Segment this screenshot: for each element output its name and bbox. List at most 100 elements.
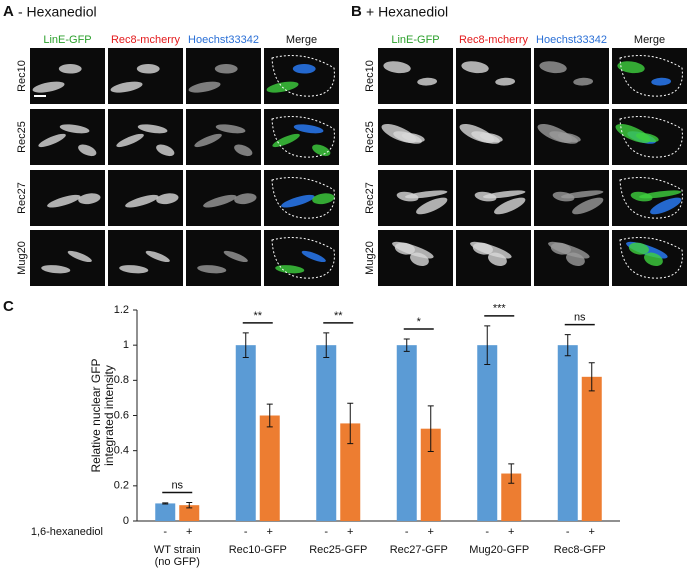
cell-signal xyxy=(59,124,90,134)
column-header: Rec8-mcherry xyxy=(111,34,181,46)
cell-signal xyxy=(137,124,168,134)
error-bar xyxy=(403,338,410,352)
cell-signal xyxy=(234,144,253,157)
bar xyxy=(581,376,602,521)
cell-signal xyxy=(197,265,227,274)
column-header: Merge xyxy=(634,34,665,46)
cell-signal xyxy=(194,133,222,148)
cell-signal xyxy=(281,194,315,208)
cell-signal xyxy=(494,197,526,215)
cell-signal xyxy=(275,265,305,274)
series-label: - xyxy=(566,526,570,538)
cell-signal xyxy=(560,190,604,199)
cell-signal xyxy=(383,61,411,74)
significance-label: *** xyxy=(493,303,507,315)
row-label: Rec25 xyxy=(16,121,28,153)
series-label: - xyxy=(324,526,328,538)
y-tick-label: 0.8 xyxy=(114,374,129,386)
row-label: Rec10 xyxy=(16,60,28,92)
cell-signal xyxy=(215,124,246,134)
y-tick-label: 1 xyxy=(123,339,129,351)
cell-signal xyxy=(472,242,493,255)
cell-signal xyxy=(38,133,66,148)
cell-signal xyxy=(617,61,645,74)
bar xyxy=(235,345,256,521)
cell-signal xyxy=(125,194,159,208)
row-label: Mug20 xyxy=(16,241,28,275)
cell-signal xyxy=(615,123,651,143)
cell-signal xyxy=(214,63,238,74)
micrograph xyxy=(30,230,105,286)
error-bar xyxy=(186,502,193,509)
cell-outline xyxy=(619,55,683,97)
error-bar xyxy=(266,403,273,428)
y-tick-label: 0.6 xyxy=(114,409,129,421)
bar xyxy=(340,423,361,521)
bar xyxy=(259,415,280,521)
significance-label: ** xyxy=(253,310,262,322)
cell-signal xyxy=(223,250,248,263)
error-bar xyxy=(323,332,330,358)
micrograph xyxy=(108,48,183,104)
row-label: Mug20 xyxy=(364,241,376,275)
cell-signal xyxy=(156,144,175,157)
series-label: - xyxy=(244,526,248,538)
micrograph xyxy=(186,109,261,165)
column-header: Hoechst33342 xyxy=(188,34,259,46)
error-bar xyxy=(508,463,515,484)
micrograph xyxy=(186,48,261,104)
cell-signal xyxy=(41,265,71,274)
series-label: + xyxy=(508,526,514,538)
significance-label: * xyxy=(417,316,422,328)
column-header: LinE-GFP xyxy=(43,34,91,46)
cell-signal xyxy=(394,242,415,255)
x-tick-label: WT strain xyxy=(154,544,201,556)
cell-signal xyxy=(312,193,335,205)
cell-signal xyxy=(495,77,516,86)
cell-signal xyxy=(628,242,649,255)
micrograph xyxy=(186,230,261,286)
cell-outline xyxy=(619,237,683,279)
cell-signal xyxy=(537,123,573,143)
bar xyxy=(477,345,498,521)
cell-outline xyxy=(271,237,335,279)
significance-label: ns xyxy=(171,479,183,491)
error-bar xyxy=(162,502,169,505)
cell-outline xyxy=(271,55,335,97)
micrograph xyxy=(30,109,105,165)
y-tick-label: 0.4 xyxy=(114,445,129,457)
cell-signal xyxy=(381,123,417,143)
error-bar xyxy=(564,334,571,357)
cell-signal xyxy=(459,123,495,143)
series-label: + xyxy=(347,526,353,538)
row-label: Rec27 xyxy=(16,182,28,214)
series-label: - xyxy=(485,526,489,538)
cell-signal xyxy=(293,124,324,134)
error-bar xyxy=(588,362,595,392)
series-label: + xyxy=(589,526,595,538)
x-row-label: 1,6-hexanediol xyxy=(31,526,103,538)
column-header: Rec8-mcherry xyxy=(459,34,529,46)
y-axis-label: integrated intensity xyxy=(102,365,116,466)
column-header: Merge xyxy=(286,34,317,46)
micrograph xyxy=(534,48,609,104)
x-tick-label: Rec8-GFP xyxy=(554,544,606,556)
micrograph xyxy=(108,109,183,165)
y-tick-label: 0.2 xyxy=(114,480,129,492)
bar xyxy=(155,503,176,521)
cell-signal xyxy=(404,190,448,199)
bar xyxy=(179,505,200,521)
series-label: + xyxy=(428,526,434,538)
panel-title: + Hexanediol xyxy=(366,4,448,20)
cell-signal xyxy=(136,63,160,74)
micrograph xyxy=(30,48,105,104)
x-tick-label: Rec25-GFP xyxy=(309,544,367,556)
series-label: - xyxy=(163,526,167,538)
cell-signal xyxy=(573,77,594,86)
cell-signal xyxy=(651,77,672,86)
cell-signal xyxy=(292,63,316,74)
error-bar xyxy=(242,332,249,358)
bar xyxy=(501,473,522,521)
y-tick-label: 1.2 xyxy=(114,304,129,316)
row-label: Rec25 xyxy=(364,121,376,153)
